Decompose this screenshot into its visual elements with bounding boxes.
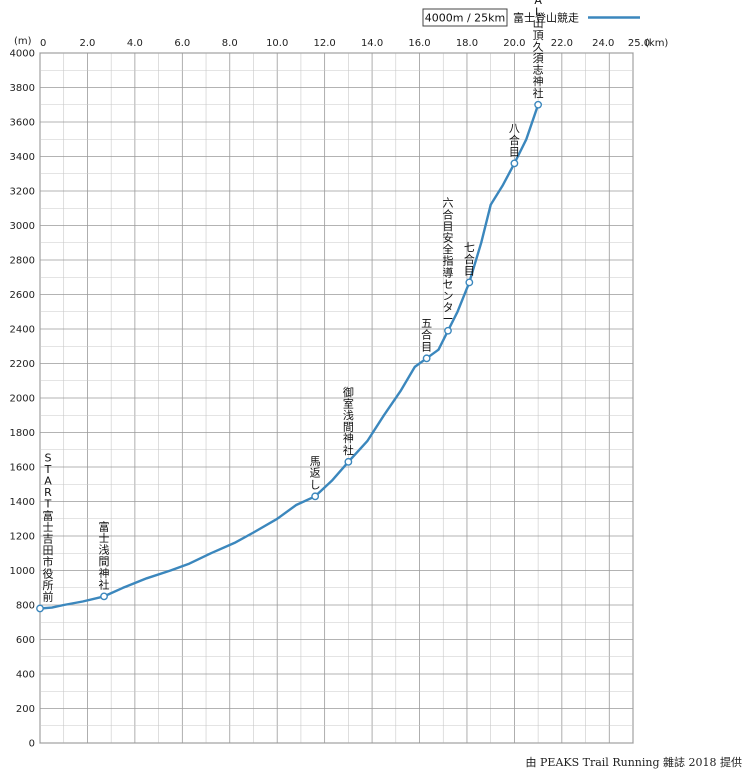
x-tick-label: 20.0 — [503, 38, 525, 49]
y-tick-label: 2200 — [10, 359, 35, 370]
waypoint-label: 五合目 — [421, 317, 432, 353]
marker-layer: S T A R T 富士吉田市役所前 富士浅間神社 馬返し 御室浅間神社 五合目六合目安全指導セン… — [36, 0, 544, 613]
waypoint-label: 富士浅間神社 — [99, 519, 110, 591]
x-tick-label: 8.0 — [222, 38, 238, 49]
waypoint-marker — [422, 354, 431, 363]
y-tick-label: 2400 — [10, 325, 35, 336]
y-tick-label: 2000 — [10, 394, 35, 405]
y-tick-label: 3400 — [10, 152, 35, 163]
waypoint-label: 六合目安全指導センター — [442, 197, 453, 326]
x-tick-label: 18.0 — [456, 38, 478, 49]
x-tick-label: 6.0 — [174, 38, 190, 49]
y-tick-label: 3600 — [10, 118, 35, 129]
y-tick-label: 3800 — [10, 83, 35, 94]
y-tick-label: 1400 — [10, 497, 35, 508]
legend-box — [422, 8, 508, 27]
waypoint-label: 馬返し — [310, 455, 321, 491]
x-tick-label: 16.0 — [408, 38, 430, 49]
waypoint-label: 八合目 — [509, 122, 520, 158]
grid — [39, 52, 634, 744]
series-line — [38, 103, 540, 610]
waypoint-label: 七合目 — [464, 241, 475, 277]
y-tick-label: 600 — [16, 635, 35, 646]
legend-box-text: 4000m / 25km — [425, 12, 506, 25]
waypoint-marker — [100, 592, 108, 601]
y-tick-label: 200 — [16, 704, 35, 715]
waypoint-marker — [534, 100, 543, 109]
waypoint-marker — [36, 604, 44, 613]
legend: 4000m / 25km 富士登山競走 — [422, 8, 640, 27]
y-tick-label: 1800 — [10, 428, 35, 439]
x-tick-label: 12.0 — [314, 38, 336, 49]
waypoint-label: 御室浅間神社 — [343, 385, 354, 457]
waypoint-marker — [510, 159, 519, 168]
x-tick-label: 10.0 — [266, 38, 288, 49]
y-tick-label: 4000 — [10, 49, 35, 60]
x-tick-label: 2.0 — [79, 38, 95, 49]
waypoint-marker — [444, 326, 452, 335]
waypoint-marker — [344, 457, 353, 466]
x-tick-label: 4.0 — [127, 38, 143, 49]
x-tick-label: 0 — [40, 38, 46, 49]
waypoint-label: S T A R T 富士吉田市役所前 — [43, 451, 54, 603]
y-tick-label: 1600 — [10, 463, 35, 474]
x-tick-label: 24.0 — [592, 38, 614, 49]
x-axis-unit: (km) — [645, 38, 668, 49]
y-tick-label: 800 — [16, 601, 35, 612]
y-tick-label: 0 — [29, 739, 35, 750]
y-tick-label: 3200 — [10, 187, 35, 198]
series-line-layer — [38, 103, 540, 610]
legend-series-name: 富士登山競走 — [513, 11, 579, 25]
x-tick-label: 14.0 — [361, 38, 383, 49]
y-axis-unit: (m) — [14, 36, 32, 47]
y-tick-label: 400 — [16, 670, 35, 681]
y-tick-label: 1000 — [10, 566, 35, 577]
source-credit: 由 PEAKS Trail Running 雜誌 2018 提供 — [525, 756, 742, 769]
x-tick-label: 22.0 — [551, 38, 573, 49]
y-tick-label: 1200 — [10, 532, 35, 543]
axes: 0 2.0 4.0 6.0 8.0 10.0 12.0 14.0 16.0 18.0 20.0 22.… — [10, 38, 651, 750]
y-tick-label: 2600 — [10, 290, 35, 301]
y-tick-label: 2800 — [10, 256, 35, 267]
waypoint-label: GOAL山頂久須志神社 — [533, 0, 544, 100]
x-tick-label: 25.0 — [628, 38, 650, 49]
waypoint-marker — [311, 492, 320, 501]
waypoint-marker — [465, 278, 474, 287]
y-tick-label: 3000 — [10, 221, 35, 232]
